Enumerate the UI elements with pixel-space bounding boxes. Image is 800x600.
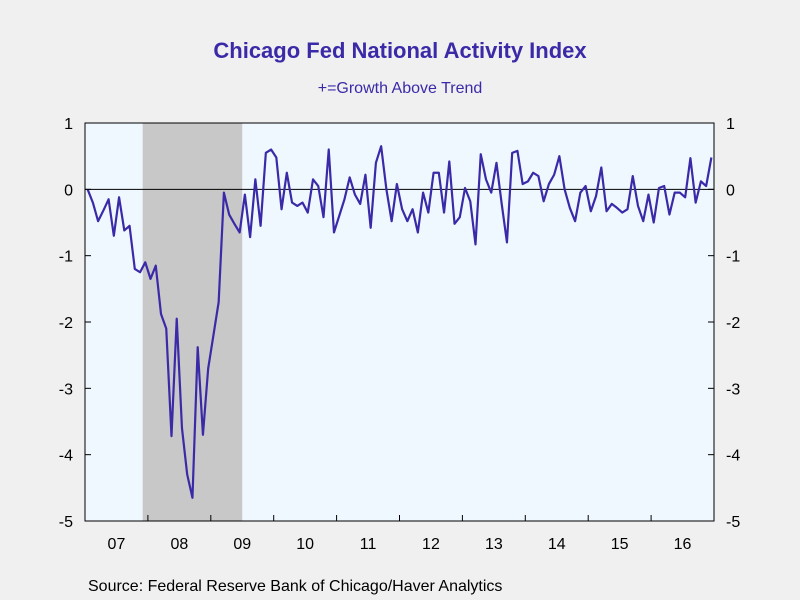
- x-tick-label: 11: [360, 536, 377, 553]
- y-tick-label-right: 0: [726, 182, 735, 199]
- y-tick-label-left: -5: [59, 514, 73, 531]
- x-tick-label: 10: [296, 536, 314, 553]
- x-tick-label: 12: [422, 536, 440, 553]
- y-tick-label-left: 0: [64, 182, 73, 199]
- y-tick-label-left: -2: [59, 315, 73, 332]
- y-tick-label-right: 1: [726, 116, 735, 133]
- y-tick-label-right: -4: [726, 448, 740, 465]
- y-tick-label-left: -1: [59, 249, 73, 266]
- series-line-0: [86, 145, 713, 499]
- x-tick-label: 14: [548, 536, 566, 553]
- y-tick-label-right: -5: [726, 514, 740, 531]
- y-tick-label-right: -3: [726, 381, 740, 398]
- chart-title: Chicago Fed National Activity Index: [213, 38, 587, 63]
- x-tick-label: 08: [170, 536, 188, 553]
- x-tick-label: 15: [611, 536, 629, 553]
- x-tick-label: 09: [233, 536, 251, 553]
- y-tick-label-left: 1: [64, 116, 73, 133]
- x-tick-label: 13: [485, 536, 503, 553]
- y-tick-label-right: -2: [726, 315, 740, 332]
- x-tick-label: 07: [108, 536, 126, 553]
- y-tick-label-left: -3: [59, 381, 73, 398]
- y-tick-label-left: -4: [59, 448, 73, 465]
- recession-shading: [142, 123, 243, 521]
- y-tick-label-right: -1: [726, 249, 740, 266]
- source-note: Source: Federal Reserve Bank of Chicago/…: [88, 578, 503, 595]
- chart-subtitle: +=Growth Above Trend: [317, 80, 483, 97]
- x-tick-label: 16: [674, 536, 692, 553]
